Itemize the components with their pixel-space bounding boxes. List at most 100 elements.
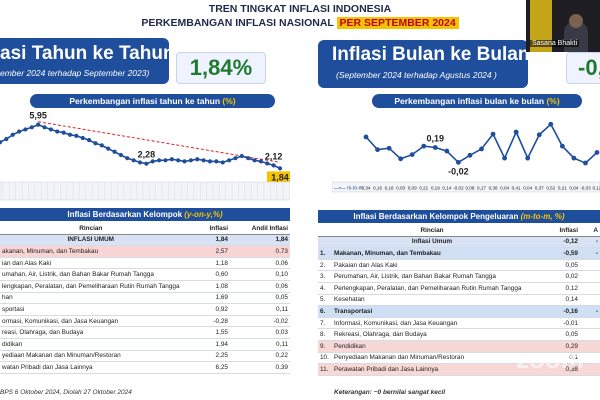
data-label-highlight — [267, 171, 290, 184]
row-andil — [580, 270, 600, 283]
table-row: 10. Penyediaan Makanan dan Minuman/Restor… — [318, 352, 600, 365]
table-row: 1. Makanan, Minuman, dan Tembakau -0,59- — [318, 247, 600, 260]
row-inflasi: 0,38 — [532, 363, 580, 376]
header-andil: A — [580, 225, 600, 237]
data-point — [23, 127, 28, 132]
mtm-subtitle: (September 2024 terhadap Agustus 2024 ) — [336, 70, 497, 80]
table-row: 3. Perumahan, Air, Listrik, dan Bahan Bak… — [318, 270, 600, 283]
data-point — [188, 158, 194, 163]
row-andil: 0,05 — [229, 292, 290, 305]
row-andil: 0,06 — [229, 280, 290, 293]
data-label: 2,12 — [265, 151, 283, 161]
row-inflasi: 1,08 — [181, 280, 230, 293]
table-row: Inflasi Umum -0,12- — [318, 236, 600, 249]
data-point — [409, 152, 415, 157]
data-point — [444, 148, 450, 154]
row-label: Makanan, Minuman, dan Tembakau — [332, 247, 532, 260]
row-inflasi: 0,05 — [532, 259, 580, 272]
row-label: Transportasi — [332, 305, 532, 318]
header-inflasi: Inflasi — [181, 223, 230, 235]
row-label: Perlengkapan, Peralatan, dan Pemeliharaa… — [332, 282, 532, 295]
row-inflasi: 0,14 — [532, 294, 580, 307]
table-row: ian dan Alas Kaki 1,18 0,06 — [0, 257, 290, 270]
row-andil — [580, 340, 600, 353]
tick-label: 0,04 — [523, 186, 532, 191]
data-point — [29, 125, 34, 130]
participant-video-tile[interactable]: Sasana Bhakti — [526, 0, 600, 52]
data-point — [559, 143, 565, 149]
tick-label: -0,03 — [580, 186, 591, 191]
data-label: 0,19 — [427, 134, 445, 144]
row-label: Kesehatan — [332, 294, 532, 307]
yoy-table-title-unit: (y-on-y,%) — [184, 210, 223, 219]
tick-label: 0,14 — [442, 186, 451, 191]
yoy-footnote: BPS 6 Oktober 2024, Diolah 27 Oktober 20… — [0, 389, 132, 396]
mtm-table-title-unit: (m-to-m, %) — [520, 212, 565, 221]
table-row: yediaan Makanan dan Minuman/Restoran 2,25… — [0, 350, 290, 363]
row-andil — [580, 294, 600, 307]
tick-label: 0,17 — [477, 186, 486, 191]
row-number: 2. — [318, 259, 332, 272]
row-andil: 0,73 — [229, 245, 290, 258]
data-point — [432, 145, 438, 150]
row-inflasi: 0,12 — [532, 282, 580, 295]
row-inflasi: 0,05 — [532, 328, 580, 341]
data-point — [226, 158, 232, 163]
data-point — [386, 145, 392, 151]
data-point — [490, 131, 496, 137]
row-inflasi: -0,16 — [532, 305, 580, 318]
data-label: -0,02 — [448, 166, 469, 176]
tick-label: -0,02 — [453, 186, 464, 191]
data-point — [207, 159, 213, 164]
row-label: akanan, Minuman, dan Tembakau — [0, 245, 182, 258]
data-point — [513, 129, 519, 135]
data-point — [277, 166, 283, 171]
row-andil: - — [580, 236, 600, 249]
row-andil: - — [580, 305, 600, 318]
yoy-chart: 5,95 2,28 2,12 1,84 — [0, 110, 290, 205]
row-inflasi: 0,29 — [532, 340, 580, 353]
table-row: watan Pribadi dan Jasa Lainnya 6,25 0,39 — [0, 361, 290, 374]
legend-label: —•— m-to-m — [334, 186, 363, 192]
table-row: 5. Kesehatan 0,14 — [318, 294, 600, 307]
row-inflasi: -0,01 — [532, 317, 580, 330]
row-inflasi: 1,69 — [181, 292, 230, 305]
row-label: Pakaian dan Alas Kaki — [332, 259, 532, 272]
data-point — [125, 156, 130, 161]
row-label: Pendidikan — [332, 340, 532, 353]
row-number: 4. — [318, 282, 332, 295]
mtm-value: -0,1 — [566, 52, 600, 84]
mtm-chart-title-unit: (%) — [546, 96, 560, 106]
data-point — [594, 150, 600, 155]
data-point — [271, 163, 276, 168]
zoom-watermark: zoom — [516, 344, 584, 374]
row-andil: 0,10 — [229, 268, 290, 281]
row-inflasi: 0,60 — [181, 268, 230, 281]
row-inflasi: -0,12 — [532, 236, 580, 249]
trend-line — [38, 121, 281, 163]
data-point — [156, 158, 162, 163]
data-label: 5,95 — [29, 111, 47, 121]
yoy-table-title-bar: Inflasi Berdasarkan Kelompok (y-on-y,%) — [0, 208, 290, 221]
header-no — [318, 225, 332, 237]
header-andil: Andil Inflasi — [229, 223, 290, 235]
data-point — [131, 158, 136, 163]
data-point — [239, 153, 244, 159]
row-label: Perumahan, Air, Listrik, dan Bahan Bakar… — [332, 270, 532, 283]
table-row: akanan, Minuman, dan Tembakau 2,57 0,73 — [0, 245, 290, 258]
table-row: ormasi, Komunikasi, dan Jasa Keuangan -0,… — [0, 315, 290, 328]
row-inflasi: -0,28 — [181, 315, 230, 328]
tick-label: 0,16 — [373, 186, 382, 191]
data-point — [375, 147, 380, 153]
row-andil: 0,39 — [229, 361, 290, 374]
table-row: 2. Pakaian dan Alas Kaki 0,05 — [318, 259, 600, 272]
table-row: 6. Transportasi -0,16- — [318, 305, 600, 318]
yoy-chart-title-unit: (%) — [222, 96, 236, 106]
data-label: 1,84 — [271, 172, 289, 182]
row-label: Rekreasi, Olahraga, dan Budaya — [332, 328, 532, 341]
data-point — [502, 155, 507, 161]
table-row: 4. Perlengkapan, Peralatan, dan Pemelihar… — [318, 282, 600, 295]
data-label: 2,28 — [138, 150, 156, 160]
row-andil — [580, 259, 600, 272]
row-andil: 0,11 — [229, 338, 290, 351]
